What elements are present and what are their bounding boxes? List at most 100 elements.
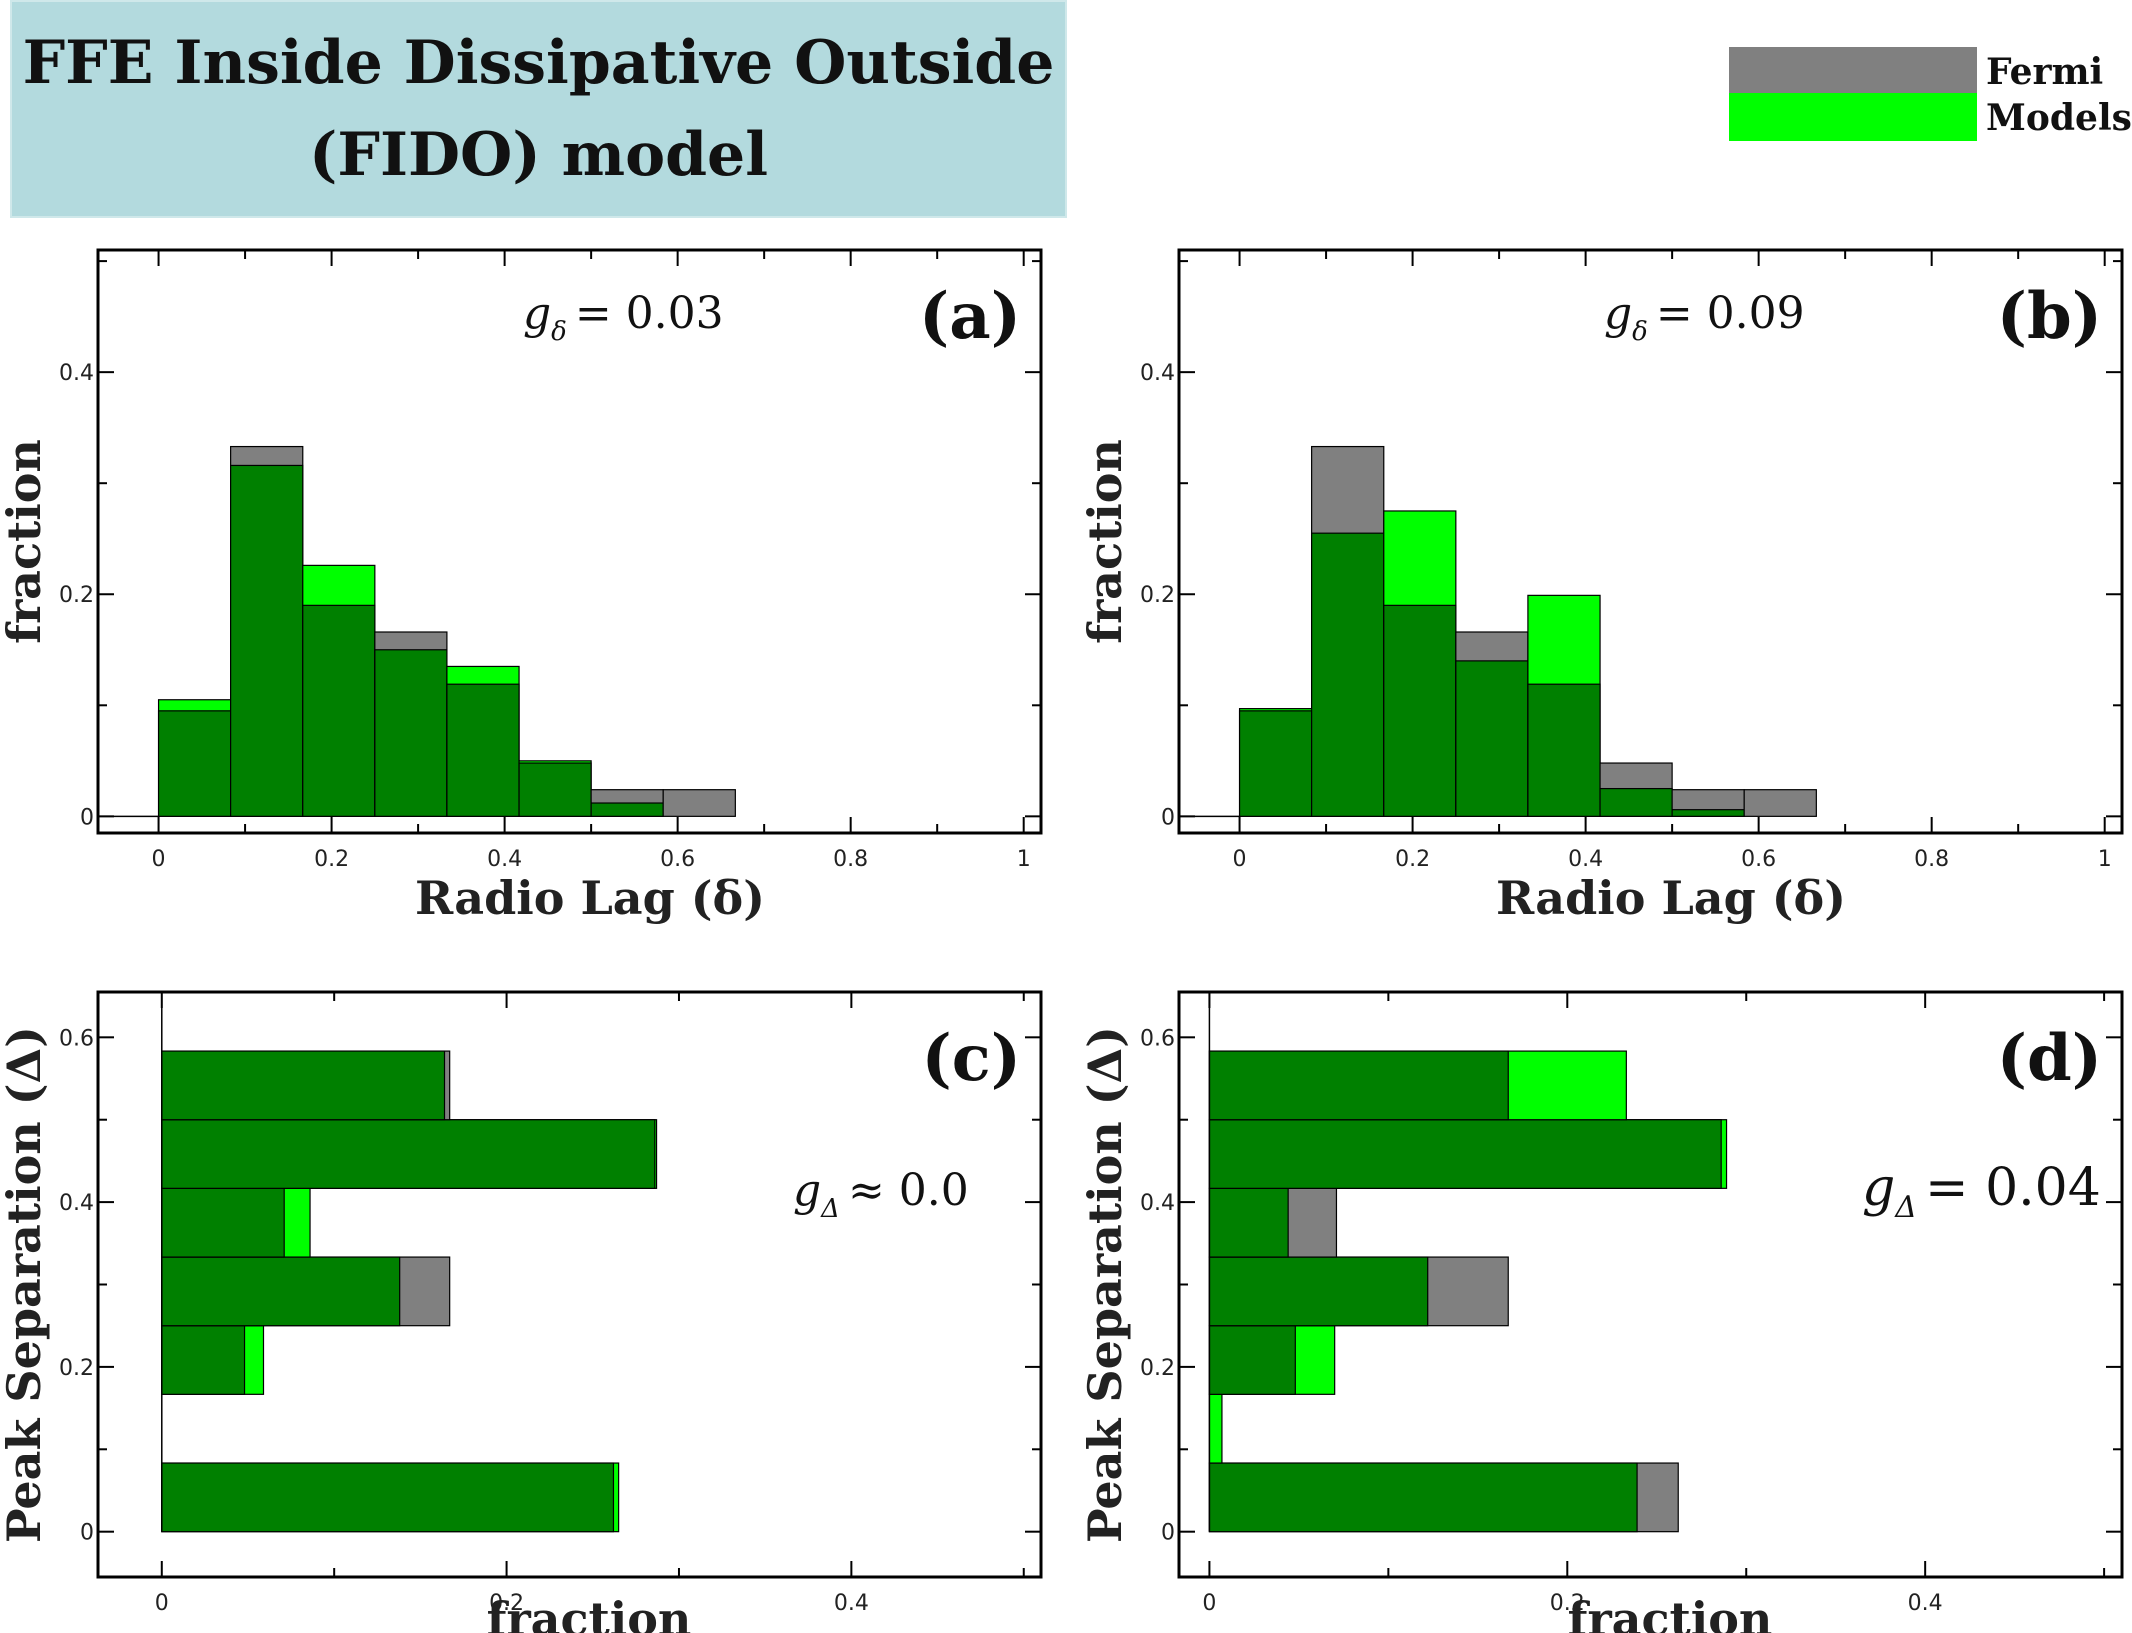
- y-tick-label: 0.2: [59, 583, 94, 608]
- x-tick-label: 0.2: [1395, 847, 1430, 872]
- x-tick-label: 0: [155, 1591, 169, 1616]
- x-tick-label: 0.8: [1914, 847, 1949, 872]
- bar-overlap-a-5: [518, 762, 592, 817]
- bar-overlap-c-5: [161, 1119, 656, 1189]
- bar-overlap-d-6: [1208, 1050, 1509, 1121]
- bar-overlap-b-6: [1671, 809, 1745, 817]
- g-statistic-annotation: gΔ = 0.04: [1862, 1158, 2101, 1225]
- g-statistic-annotation: gδ = 0.09: [1604, 288, 1805, 347]
- legend-swatch-fermi: [1729, 47, 1977, 95]
- x-tick-label: 0.4: [1568, 847, 1603, 872]
- y-tick-label: 0.2: [1140, 1356, 1175, 1381]
- g-symbol: g: [1862, 1158, 1895, 1218]
- g-relation: = 0.04: [1925, 1158, 2101, 1218]
- panel-label: (b): [1997, 279, 2102, 354]
- bar-overlap-a-4: [446, 683, 520, 817]
- chart-panel-c: 0 0.2 0.4 0 0.2 0.4 0.6 fraction Peak Separation…: [0, 990, 1043, 1633]
- bar-overlap-a-2: [302, 604, 376, 817]
- x-tick-label: 0.4: [1908, 1591, 1943, 1616]
- bar-overlap-c-2: [161, 1325, 246, 1395]
- bar-overlap-b-4: [1527, 683, 1601, 817]
- x-axis-label: fraction: [487, 1592, 692, 1633]
- x-tick-label: 1: [1017, 847, 1031, 872]
- title-line-2: (FIDO) model: [308, 120, 769, 190]
- x-axis-label: Radio Lag (δ): [1496, 871, 1846, 925]
- y-tick-label: 0: [80, 1521, 94, 1546]
- x-tick-label: 0.2: [314, 847, 349, 872]
- g-symbol: g: [1604, 288, 1632, 339]
- bar-overlap-a-3: [374, 649, 448, 817]
- bar-overlap-b-3: [1455, 660, 1529, 817]
- bar-overlap-a-1: [230, 464, 304, 817]
- g-symbol: g: [793, 1165, 821, 1216]
- x-axis-label: Radio Lag (δ): [415, 871, 765, 925]
- g-subscript: Δ: [820, 1194, 840, 1224]
- y-tick-label: 0.4: [1140, 361, 1175, 386]
- g-symbol: g: [523, 288, 551, 339]
- bar-overlap-d-4: [1208, 1187, 1289, 1258]
- y-tick-label: 0.6: [1140, 1026, 1175, 1051]
- bar-overlap-b-1: [1311, 532, 1385, 817]
- y-tick-label: 0: [1161, 1521, 1175, 1546]
- x-tick-label: 0: [1202, 1591, 1216, 1616]
- bar-overlap-d-5: [1208, 1119, 1722, 1189]
- y-axis-label: fraction: [0, 439, 51, 644]
- bar-outer-a-7: [662, 789, 736, 817]
- g-subscript: Δ: [1894, 1190, 1917, 1225]
- y-axis-label: Peak Separation (Δ): [1078, 1026, 1132, 1543]
- x-tick-label: 0.6: [660, 847, 695, 872]
- x-tick-label: 0.2: [1550, 1591, 1585, 1616]
- panel-label: (a): [919, 279, 1021, 354]
- x-tick-label: 0: [1233, 847, 1247, 872]
- title-line-1: FFE Inside Dissipative Outside: [22, 28, 1055, 98]
- y-tick-label: 0.4: [59, 361, 94, 386]
- bar-overlap-c-0: [161, 1462, 615, 1533]
- legend-swatch-models: [1729, 93, 1977, 141]
- x-tick-label: 0.4: [487, 847, 522, 872]
- bar-outer-b-7: [1743, 789, 1817, 817]
- g-subscript: δ: [1632, 317, 1648, 347]
- y-tick-label: 0.6: [59, 1026, 94, 1051]
- bar-overlap-b-2: [1383, 604, 1457, 817]
- y-tick-label: 0.2: [1140, 583, 1175, 608]
- bar-overlap-c-3: [161, 1256, 401, 1327]
- bar-overlap-d-0: [1208, 1462, 1638, 1533]
- bar-outer-d-1: [1208, 1393, 1223, 1464]
- y-tick-label: 0: [1161, 805, 1175, 830]
- plot-frame: [1177, 248, 2124, 835]
- bar-overlap-c-4: [161, 1187, 285, 1258]
- bar-overlap-b-5: [1599, 787, 1673, 817]
- g-statistic-annotation: gΔ ≈ 0.0: [793, 1165, 969, 1224]
- bar-overlap-d-2: [1208, 1325, 1296, 1395]
- x-axis-label: fraction: [1568, 1592, 1773, 1633]
- y-tick-label: 0.4: [1140, 1191, 1175, 1216]
- y-tick-label: 0.2: [59, 1356, 94, 1381]
- plot-frame: [96, 248, 1043, 835]
- x-tick-label: 0.8: [833, 847, 868, 872]
- panel-label: (c): [921, 1021, 1021, 1096]
- chart-panel-d: 0 0.2 0.4 0 0.2 0.4 0.6 fraction Peak Separation…: [1078, 990, 2124, 1633]
- x-tick-label: 0: [152, 847, 166, 872]
- bar-overlap-c-6: [161, 1050, 446, 1121]
- y-tick-label: 0.4: [59, 1191, 94, 1216]
- g-statistic-annotation: gδ = 0.03: [523, 288, 724, 347]
- legend-label-models: Models: [1986, 97, 2132, 139]
- legend-label-fermi: Fermi: [1986, 51, 2103, 93]
- x-tick-label: 1: [2098, 847, 2112, 872]
- y-axis-label: Peak Separation (Δ): [0, 1026, 51, 1543]
- bar-overlap-a-6: [590, 802, 664, 817]
- bar-overlap-d-3: [1208, 1256, 1429, 1327]
- g-subscript: δ: [551, 317, 567, 347]
- x-tick-label: 0.2: [489, 1591, 524, 1616]
- y-tick-label: 0: [80, 805, 94, 830]
- x-tick-label: 0.4: [834, 1591, 869, 1616]
- g-relation: = 0.03: [575, 288, 724, 339]
- panel-label: (d): [1997, 1021, 2102, 1096]
- x-tick-label: 0.6: [1741, 847, 1776, 872]
- g-relation: ≈ 0.0: [848, 1165, 969, 1216]
